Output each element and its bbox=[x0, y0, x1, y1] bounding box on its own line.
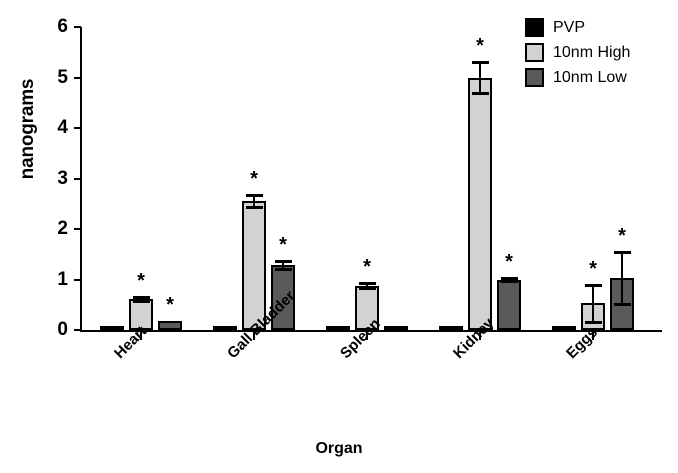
error-bar bbox=[621, 251, 623, 305]
significance-marker: * bbox=[476, 35, 484, 58]
y-tick-mark bbox=[74, 26, 81, 28]
x-tick-mark bbox=[253, 332, 255, 340]
error-bar-cap bbox=[275, 268, 292, 272]
significance-marker: * bbox=[363, 256, 371, 279]
error-bar bbox=[479, 62, 481, 93]
bar bbox=[439, 326, 463, 330]
error-bar-cap bbox=[614, 250, 631, 254]
error-bar bbox=[140, 296, 142, 301]
x-tick-mark bbox=[479, 332, 481, 340]
bar bbox=[326, 326, 350, 330]
significance-marker: * bbox=[618, 224, 626, 247]
error-bar bbox=[253, 195, 255, 208]
legend-label: PVP bbox=[553, 18, 586, 36]
error-bar-cap bbox=[472, 91, 489, 95]
y-tick-label: 2 bbox=[57, 218, 68, 239]
y-axis-title: nanograms bbox=[17, 78, 38, 180]
error-bar bbox=[282, 261, 284, 270]
x-tick-mark bbox=[366, 332, 368, 340]
y-tick-label: 6 bbox=[57, 16, 68, 37]
y-tick-mark bbox=[74, 127, 81, 129]
x-tick-mark bbox=[140, 332, 142, 340]
legend-swatch bbox=[525, 68, 544, 87]
y-tick-mark bbox=[74, 278, 81, 281]
significance-marker: * bbox=[589, 257, 597, 280]
bar bbox=[213, 326, 237, 330]
bar bbox=[158, 321, 182, 330]
x-axis-title: Organ bbox=[315, 440, 363, 457]
legend-label: 10nm High bbox=[553, 43, 631, 61]
y-tick-label: 5 bbox=[57, 66, 68, 88]
significance-marker: * bbox=[166, 294, 174, 317]
error-bar-cap bbox=[585, 320, 602, 324]
error-bar-cap bbox=[246, 194, 263, 198]
y-tick-label: 3 bbox=[57, 167, 68, 189]
legend-item: 10nm Low bbox=[525, 66, 630, 89]
error-bar-cap bbox=[472, 61, 489, 65]
error-bar-cap bbox=[275, 260, 292, 264]
error-bar-cap bbox=[246, 206, 263, 210]
x-axis-line bbox=[80, 330, 662, 332]
error-bar bbox=[366, 283, 368, 289]
error-bar-cap bbox=[501, 280, 518, 283]
bar bbox=[552, 326, 576, 330]
y-tick-mark bbox=[74, 76, 81, 79]
y-tick-label: 0 bbox=[57, 319, 68, 340]
error-bar-cap bbox=[133, 295, 150, 299]
legend-label: 10nm Low bbox=[553, 68, 627, 86]
error-bar-cap bbox=[359, 282, 376, 286]
bar bbox=[100, 326, 124, 330]
y-tick-mark bbox=[74, 329, 81, 331]
bar bbox=[468, 77, 492, 330]
significance-marker: * bbox=[279, 234, 287, 257]
significance-marker: * bbox=[505, 250, 513, 273]
y-tick-mark bbox=[74, 177, 81, 180]
error-bar-cap bbox=[133, 299, 150, 303]
legend-swatch bbox=[525, 43, 544, 62]
error-bar bbox=[592, 284, 594, 322]
legend-item: PVP bbox=[525, 16, 630, 39]
significance-marker: * bbox=[137, 269, 145, 292]
x-tick-mark bbox=[592, 332, 594, 340]
y-tick-label: 4 bbox=[57, 117, 68, 138]
y-tick-label: 1 bbox=[57, 268, 68, 290]
error-bar-cap bbox=[501, 276, 518, 280]
bar bbox=[384, 325, 408, 330]
y-tick-mark bbox=[74, 228, 81, 230]
error-bar-cap bbox=[614, 303, 631, 307]
significance-marker: * bbox=[250, 168, 258, 191]
bar bbox=[242, 201, 266, 330]
legend-swatch bbox=[525, 18, 544, 37]
legend-item: 10nm High bbox=[525, 41, 630, 64]
y-axis-line bbox=[80, 27, 82, 332]
error-bar-cap bbox=[359, 287, 376, 291]
bar bbox=[497, 279, 521, 330]
error-bar-cap bbox=[585, 283, 602, 287]
legend: PVP 10nm High 10nm Low bbox=[525, 16, 630, 91]
